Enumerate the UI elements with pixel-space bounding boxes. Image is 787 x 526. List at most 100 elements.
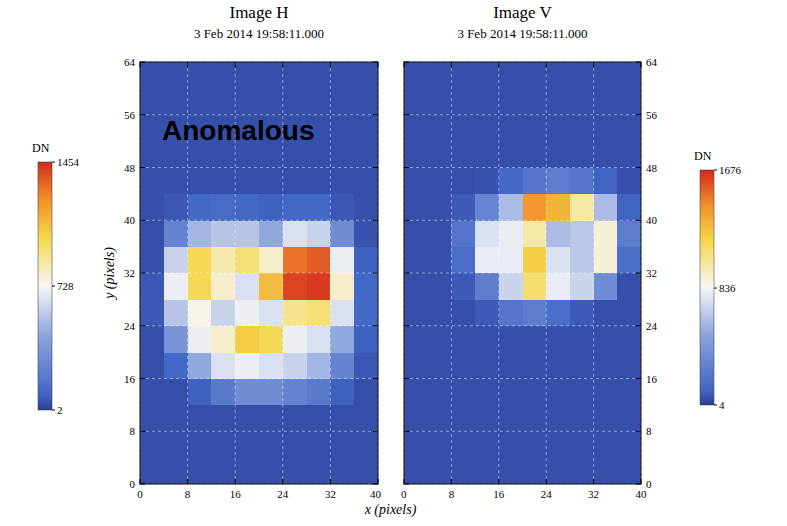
heat-cell xyxy=(235,431,259,458)
heat-cell xyxy=(211,194,235,221)
heat-cell xyxy=(140,62,164,89)
heat-cell xyxy=(594,247,618,274)
colorbar-tick-label: 4 xyxy=(719,399,725,411)
heat-cell xyxy=(404,299,428,326)
heat-cell xyxy=(307,379,331,406)
tick-label: 32 xyxy=(124,267,135,279)
tick-label: 48 xyxy=(124,162,136,174)
heat-cell xyxy=(330,247,354,274)
grid-line xyxy=(140,431,378,432)
heat-cell xyxy=(499,299,523,326)
heat-cell xyxy=(404,326,428,353)
heat-cell xyxy=(283,405,307,432)
heat-cell xyxy=(188,194,212,221)
heat-cell xyxy=(523,299,547,326)
heat-cell xyxy=(594,431,618,458)
heat-cell xyxy=(307,247,331,274)
tick xyxy=(404,378,409,379)
heat-cell xyxy=(188,379,212,406)
heat-cell xyxy=(307,458,331,484)
heat-cell xyxy=(475,247,499,274)
heat-cell xyxy=(211,405,235,432)
heat-cell xyxy=(499,88,523,115)
heat-cell xyxy=(140,88,164,115)
frame xyxy=(140,62,378,484)
tick xyxy=(636,167,641,168)
heat-cell xyxy=(475,194,499,221)
heat-cell xyxy=(330,299,354,326)
heat-cell xyxy=(428,299,452,326)
heat-cell xyxy=(404,247,428,274)
tick-label: 32 xyxy=(325,488,336,500)
tick xyxy=(636,62,641,63)
tick-label: 8 xyxy=(130,425,136,437)
heat-cell xyxy=(451,62,475,89)
heat-cell xyxy=(211,352,235,379)
heat-cell xyxy=(354,247,378,274)
heat-cell xyxy=(211,458,235,484)
heat-cell xyxy=(475,273,499,300)
heat-cell xyxy=(451,220,475,247)
tick xyxy=(404,220,409,221)
heat-cell xyxy=(140,352,164,379)
heat-cell xyxy=(283,62,307,89)
heat-cell xyxy=(451,352,475,379)
heat-cell xyxy=(475,326,499,353)
heat-cell xyxy=(428,273,452,300)
heat-cell xyxy=(354,405,378,432)
heat-cell xyxy=(354,220,378,247)
heat-cell xyxy=(475,168,499,195)
tick-label: 56 xyxy=(124,109,136,121)
heat-cell xyxy=(404,168,428,195)
heat-cell xyxy=(259,326,283,353)
heat-cell xyxy=(330,194,354,221)
heat-cell xyxy=(499,194,523,221)
heat-cell xyxy=(404,88,428,115)
heat-cell xyxy=(475,458,499,484)
heat-cell xyxy=(570,405,594,432)
grid-line xyxy=(404,273,641,274)
heat-cell xyxy=(594,326,618,353)
heat-cell xyxy=(188,168,212,195)
heat-cell xyxy=(428,88,452,115)
heat-cell xyxy=(428,431,452,458)
heat-cell xyxy=(330,379,354,406)
heat-cell xyxy=(451,431,475,458)
colorbar xyxy=(700,170,714,405)
heat-cell xyxy=(617,194,641,221)
heat-cell xyxy=(570,62,594,89)
heat-cell xyxy=(211,247,235,274)
heat-cell xyxy=(594,62,618,89)
heat-cell xyxy=(164,458,188,484)
heat-cell xyxy=(188,352,212,379)
tick xyxy=(140,220,145,221)
heat-cell xyxy=(235,247,259,274)
heat-cell xyxy=(594,220,618,247)
heat-cell xyxy=(164,273,188,300)
heat-cell xyxy=(404,141,428,168)
heat-cell xyxy=(428,405,452,432)
heat-cell xyxy=(404,379,428,406)
tick xyxy=(593,62,594,67)
axis-title: y (pixels) xyxy=(102,247,118,301)
heat-cell xyxy=(570,273,594,300)
heat-cell xyxy=(188,220,212,247)
heat-cell xyxy=(570,326,594,353)
heat-cell xyxy=(235,299,259,326)
heat-cell xyxy=(617,273,641,300)
heat-cell xyxy=(283,247,307,274)
heat-cell xyxy=(259,247,283,274)
tick xyxy=(140,378,145,379)
heat-cell xyxy=(594,405,618,432)
heat-cell xyxy=(428,115,452,142)
heat-cell xyxy=(523,379,547,406)
heat-cell xyxy=(283,194,307,221)
heat-cell xyxy=(307,326,331,353)
heat-cell xyxy=(307,220,331,247)
heat-cell xyxy=(211,431,235,458)
tick-label: 56 xyxy=(646,109,658,121)
heat-cell xyxy=(140,194,164,221)
heat-cell xyxy=(354,352,378,379)
heat-cell xyxy=(594,352,618,379)
heat-cell xyxy=(283,273,307,300)
